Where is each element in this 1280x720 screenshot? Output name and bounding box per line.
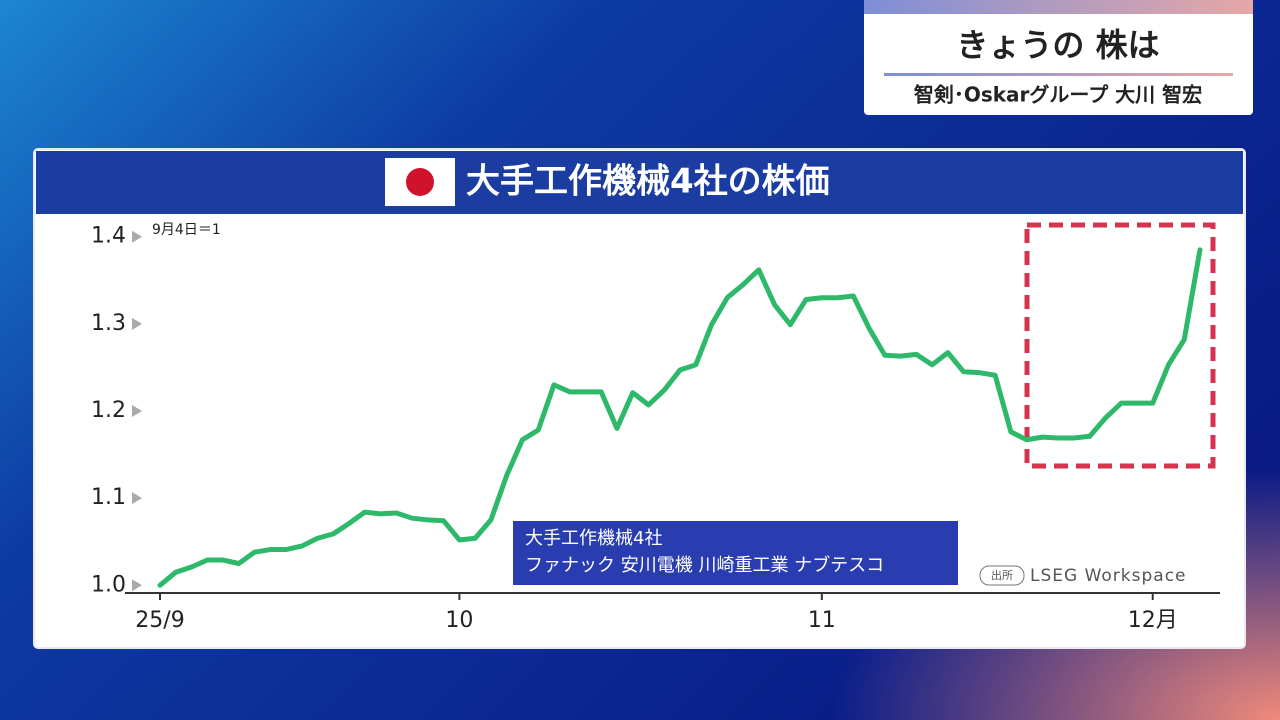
legend-label: 大手工作機械4社 <box>525 528 662 549</box>
x-tick-label: 12月 <box>1128 608 1178 633</box>
source-label: 出所 <box>991 568 1013 582</box>
y-tick-label: 1.4 <box>91 224 126 249</box>
y-tick-label: 1.1 <box>91 485 126 510</box>
y-tick-mark <box>132 230 142 243</box>
title-bar <box>36 151 1243 214</box>
x-tick-label: 10 <box>445 608 473 633</box>
y-tick-mark <box>132 405 142 417</box>
chart-title: 大手工作機械4社の株価 <box>466 162 830 202</box>
y-tick-mark <box>132 579 142 592</box>
header-divider <box>884 73 1233 76</box>
series-line <box>157 247 1203 588</box>
legend-members: ファナック 安川電機 川崎重工業 ナブテスコ <box>525 554 884 576</box>
y-tick-label: 1.2 <box>91 398 126 423</box>
source-badge <box>979 565 1025 586</box>
y-tick-label: 1.0 <box>91 572 126 597</box>
y-tick-label: 1.3 <box>91 311 126 336</box>
header-guest: 智剣･Oskarグループ 大川 智宏 <box>914 83 1202 107</box>
y-tick-mark <box>132 492 142 505</box>
highlight-box <box>1024 222 1216 469</box>
x-tick-label: 11 <box>808 608 836 633</box>
flag-sun <box>406 168 434 196</box>
header-strip <box>864 0 1253 14</box>
header-box: きょうの 株は 智剣･Oskarグループ 大川 智宏 <box>864 0 1253 115</box>
legend-box <box>513 521 958 585</box>
y-tick-mark <box>132 317 142 330</box>
source-text: LSEG Workspace <box>1030 566 1187 586</box>
header-panel <box>864 0 1253 115</box>
header-title: きょうの 株は <box>956 26 1159 64</box>
x-tick-label: 25/9 <box>135 608 184 633</box>
base-note: 9月4日＝1 <box>152 222 221 238</box>
